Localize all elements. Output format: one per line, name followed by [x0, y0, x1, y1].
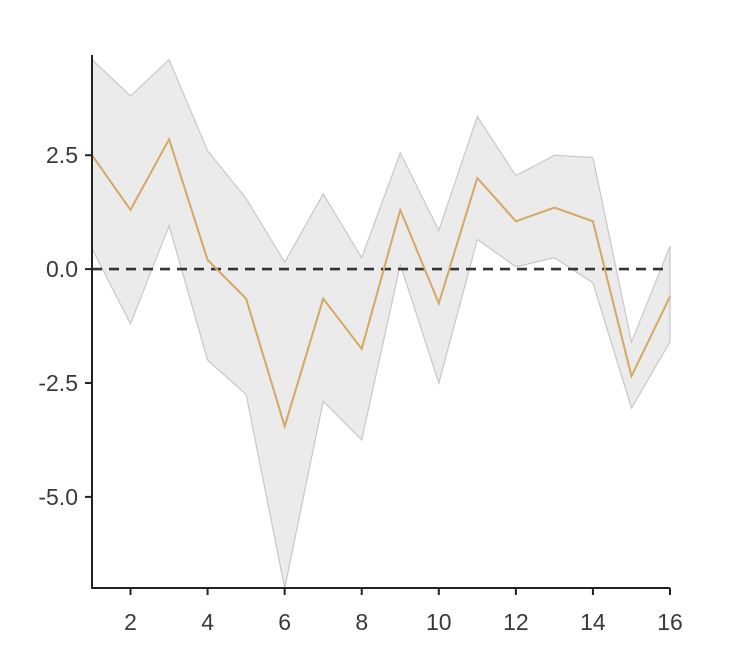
y-tick-label: -2.5	[38, 370, 78, 396]
x-tick-label: 4	[201, 609, 214, 635]
x-tick-label: 14	[580, 609, 606, 635]
x-tick-label: 2	[124, 609, 137, 635]
x-tick-label: 10	[426, 609, 452, 635]
y-tick-label: 2.5	[46, 142, 78, 168]
y-tick-label: 0.0	[46, 256, 78, 282]
confidence-band-layer	[91, 58, 671, 589]
x-tick-label: 8	[355, 609, 368, 635]
confidence-band	[91, 58, 671, 589]
x-tick-label: 16	[657, 609, 683, 635]
x-tick-label: 12	[503, 609, 529, 635]
y-tick-label: -5.0	[38, 484, 78, 510]
x-tick-label: 6	[278, 609, 291, 635]
series-line	[91, 136, 671, 430]
series-line-layer	[91, 136, 671, 430]
axes-layer: 2.5 0.0 -2.5 -5.0 2 4 6 8 10 12 14 16	[38, 55, 683, 635]
